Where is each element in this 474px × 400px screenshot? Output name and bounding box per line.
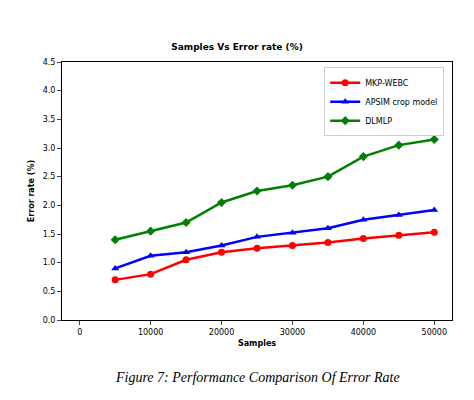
svg-text:Figure 7: Performance Comparis: Figure 7: Performance Comparison Of Erro…: [115, 370, 400, 385]
svg-text:20000: 20000: [209, 328, 234, 337]
svg-text:3.5: 3.5: [43, 115, 56, 124]
svg-text:1.5: 1.5: [43, 230, 56, 239]
svg-text:DLMLP: DLMLP: [365, 117, 392, 126]
svg-text:Error rate (%): Error rate (%): [27, 160, 36, 222]
svg-text:0: 0: [77, 328, 82, 337]
svg-text:3.0: 3.0: [43, 144, 56, 153]
svg-text:2.0: 2.0: [43, 201, 56, 210]
svg-text:4.0: 4.0: [43, 86, 56, 95]
svg-text:0.0: 0.0: [43, 316, 56, 325]
svg-text:50000: 50000: [422, 328, 447, 337]
svg-text:1.0: 1.0: [43, 258, 56, 267]
svg-text:2.5: 2.5: [43, 172, 56, 181]
svg-text:APSIM crop model: APSIM crop model: [365, 98, 437, 107]
svg-text:Samples: Samples: [238, 339, 276, 348]
svg-text:4.5: 4.5: [43, 58, 56, 67]
svg-text:40000: 40000: [351, 328, 376, 337]
svg-text:Samples Vs Error rate (%): Samples Vs Error rate (%): [171, 42, 303, 52]
svg-text:0.5: 0.5: [43, 287, 56, 296]
svg-text:MKP-WEBC: MKP-WEBC: [365, 79, 409, 88]
svg-text:30000: 30000: [280, 328, 305, 337]
svg-text:10000: 10000: [138, 328, 163, 337]
